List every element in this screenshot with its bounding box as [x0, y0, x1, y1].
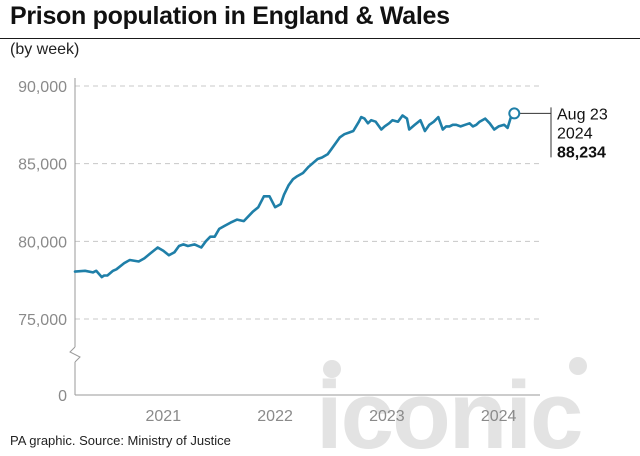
- series-line: [73, 112, 516, 279]
- y-tick-label: 0: [58, 388, 67, 405]
- source-note: PA graphic. Source: Ministry of Justice: [10, 433, 231, 448]
- series-group: [73, 112, 516, 279]
- watermark-dot-right: [569, 357, 587, 375]
- annotation-value: 88,234: [557, 144, 606, 161]
- y-axis-break: [69, 346, 81, 363]
- x-tick-label: 2023: [369, 408, 405, 425]
- watermark-logo: iconic: [316, 357, 587, 456]
- chart-subtitle: (by week): [10, 41, 80, 58]
- grid-lines: [75, 85, 540, 320]
- chart-title: Prison population in England & Wales: [10, 2, 450, 30]
- x-tick-label: 2021: [146, 408, 182, 425]
- axes: [69, 78, 540, 396]
- annotation-date: Aug 23: [557, 106, 608, 123]
- x-tick-label: 2022: [257, 408, 293, 425]
- end-annotation: Aug 23 2024 88,234: [519, 106, 608, 161]
- y-axis-labels: 0 75,000 80,000 85,000 90,000: [18, 79, 67, 405]
- end-point-marker: [508, 107, 521, 120]
- x-axis-labels: 2021 2022 2023 2024: [146, 408, 517, 425]
- y-tick-label: 75,000: [18, 312, 67, 329]
- watermark-text: iconic: [316, 362, 581, 456]
- x-tick-label: 2024: [481, 408, 517, 425]
- title-rule: [0, 38, 640, 39]
- annotation-year: 2024: [557, 125, 593, 142]
- watermark-dot-left: [323, 360, 341, 378]
- y-tick-label: 90,000: [18, 79, 67, 96]
- y-tick-label: 80,000: [18, 234, 67, 251]
- y-tick-label: 85,000: [18, 157, 67, 174]
